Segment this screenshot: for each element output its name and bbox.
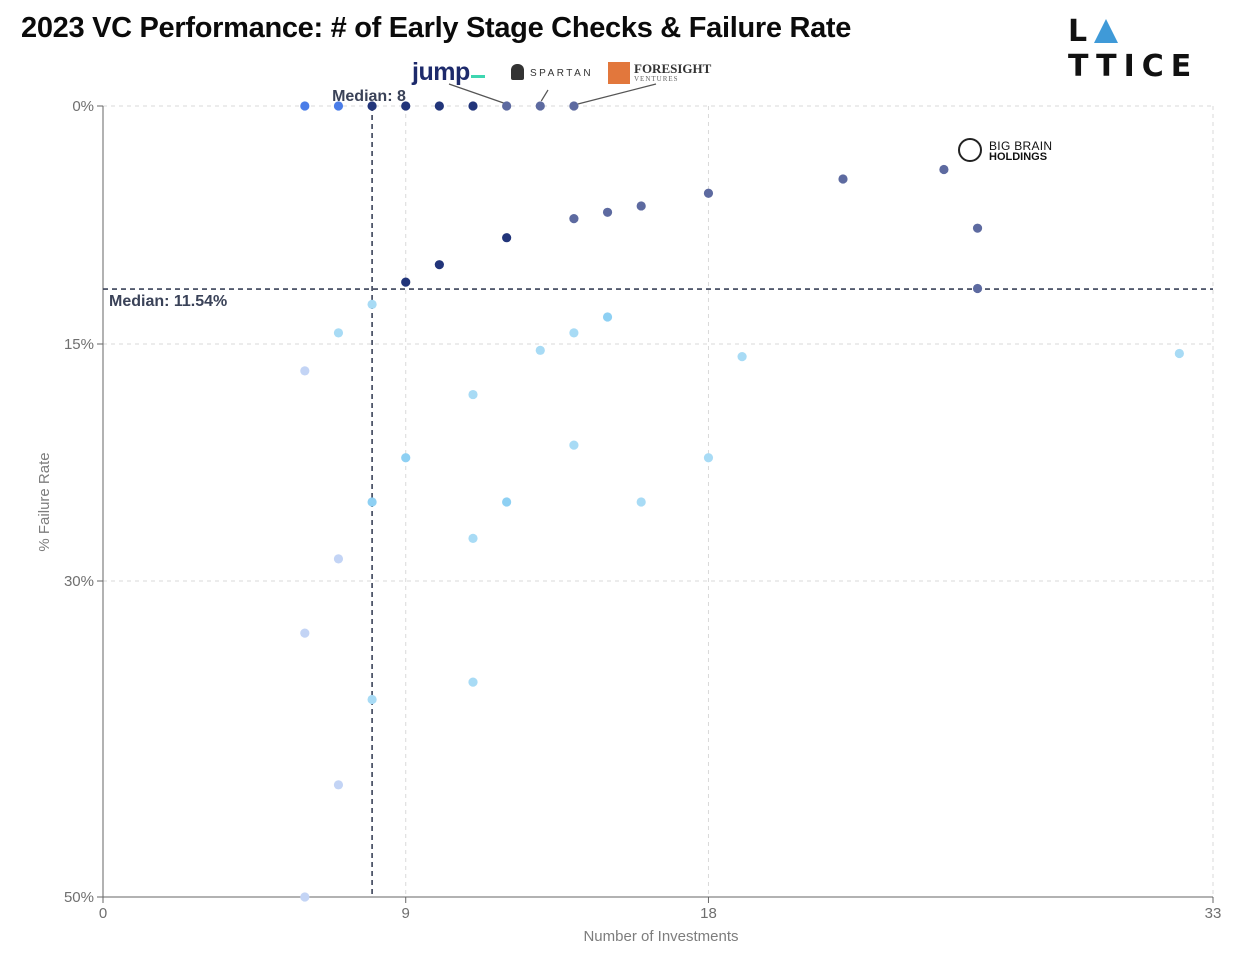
data-point (972, 283, 983, 294)
median-x-label: Median: 8 (332, 88, 406, 105)
x-tick-label: 0 (99, 905, 107, 922)
data-point (502, 497, 512, 507)
data-point (434, 260, 444, 270)
data-point (333, 554, 344, 564)
y-tick-label: 15% (64, 336, 94, 353)
data-point (502, 101, 512, 111)
spartan-logo-text: SPARTAN (530, 68, 594, 79)
data-point (468, 101, 478, 111)
y-axis-title: % Failure Rate (36, 452, 53, 551)
data-point (333, 780, 344, 790)
big-brain-logo-line2: HOLDINGS (989, 151, 1048, 163)
chart-labels: 0 9 18 33 0% 15% 30% 50% Number of Investments % … (36, 88, 1221, 945)
median-y-label: Median: 11.54% (109, 293, 227, 310)
data-point (838, 174, 848, 184)
data-point (602, 312, 613, 322)
data-point (468, 389, 478, 400)
x-tick-label: 33 (1205, 905, 1222, 922)
y-tick-label: 0% (72, 98, 94, 115)
data-point (636, 201, 646, 211)
data-point (468, 677, 478, 687)
foresight-logo-subtext: VENTURES (634, 75, 679, 83)
foresight-callout-line (577, 83, 657, 105)
lattice-logo: LTTICE (1068, 14, 1252, 84)
grid-lines (103, 105, 1214, 898)
logo-callouts (448, 83, 657, 105)
spartan-logo: SPARTAN (511, 64, 593, 80)
data-points (300, 101, 1184, 902)
y-tick-label: 50% (64, 889, 94, 906)
jump-underscore-icon (470, 75, 485, 78)
data-point (367, 497, 377, 507)
data-point (333, 328, 344, 338)
foresight-logo-text: FORESIGHT (634, 61, 712, 76)
data-point (502, 233, 512, 243)
jump-callout-line (448, 83, 504, 104)
lattice-logo-text-rest: TTICE (1068, 49, 1199, 84)
data-point (535, 101, 545, 111)
data-point (703, 188, 714, 198)
data-point (300, 366, 310, 376)
data-point (367, 299, 377, 309)
chart-title: 2023 VC Performance: # of Early Stage Ch… (21, 12, 852, 44)
data-point (333, 101, 344, 111)
data-point (703, 453, 714, 463)
data-point (401, 101, 411, 111)
foresight-mark-icon (608, 62, 630, 84)
data-point (468, 533, 478, 543)
x-tick-label: 18 (700, 905, 717, 922)
data-point (535, 345, 545, 355)
x-axis-title: Number of Investments (583, 928, 738, 945)
data-point (367, 101, 377, 111)
data-point (300, 628, 310, 638)
data-point (367, 694, 377, 705)
jump-logo: jump (412, 58, 485, 87)
data-point (737, 352, 747, 362)
lattice-logo-text: L (1068, 14, 1095, 49)
brain-icon (958, 138, 982, 162)
data-point (300, 892, 310, 902)
data-point (939, 164, 949, 175)
data-point (434, 101, 444, 111)
data-point (401, 453, 411, 463)
data-point (569, 440, 579, 450)
jump-logo-text: jump (412, 58, 470, 86)
triangle-icon (1094, 19, 1119, 43)
data-point (300, 101, 310, 111)
data-point (602, 207, 613, 217)
data-point (569, 214, 579, 224)
data-point (569, 101, 579, 111)
spartan-callout-line (540, 89, 549, 102)
data-point (569, 328, 579, 338)
big-brain-logo-line1: BIG BRAIN (989, 139, 1053, 153)
axes (97, 105, 1214, 903)
median-lines (103, 106, 1213, 897)
data-point (972, 223, 983, 233)
data-point (1174, 348, 1184, 359)
helmet-icon (511, 64, 524, 80)
x-tick-label: 9 (402, 905, 410, 922)
y-tick-label: 30% (64, 573, 94, 590)
data-point (636, 497, 646, 507)
data-point (401, 277, 411, 287)
